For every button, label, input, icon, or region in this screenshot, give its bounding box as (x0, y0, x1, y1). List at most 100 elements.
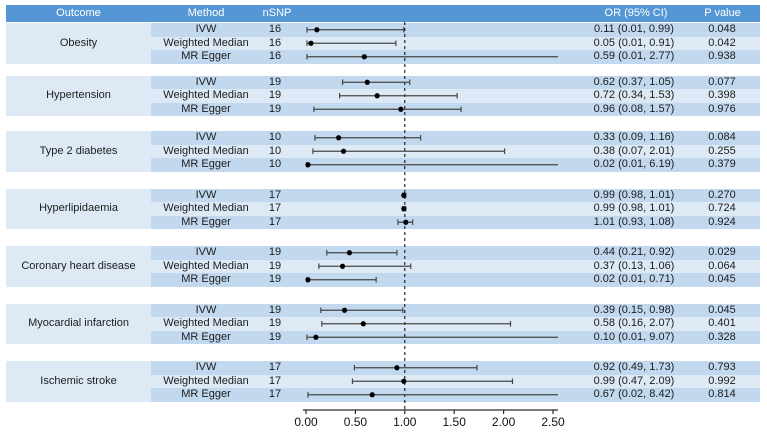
nsnp-value: 19 (268, 259, 282, 272)
outcome-cell (6, 75, 151, 116)
header-bar (6, 5, 760, 22)
p-value: 0.084 (708, 131, 736, 143)
method-label: IVW (195, 303, 217, 316)
method-label: Weighted Median (163, 259, 249, 272)
method-label: MR Egger (181, 50, 231, 62)
method-label: IVW (195, 131, 217, 143)
nsnp-value: 19 (268, 273, 282, 285)
outcome-cell (6, 131, 151, 172)
p-value: 0.938 (708, 50, 736, 62)
row-band (151, 202, 760, 216)
row-band (151, 23, 760, 37)
header-label-nsnp: nSNP (262, 7, 292, 19)
p-value: 0.924 (708, 215, 736, 228)
or-ci-value: 0.37 (0.13, 1.06) (593, 259, 675, 272)
nsnp-value: 19 (268, 246, 282, 258)
nsnp-value: 17 (268, 374, 282, 387)
method-label: Weighted Median (163, 317, 249, 329)
nsnp-value: 19 (268, 102, 282, 115)
or-ci-value: 0.92 (0.49, 1.73) (593, 361, 675, 373)
nsnp-value: 10 (268, 158, 282, 170)
method-label: Weighted Median (163, 89, 249, 101)
outcome-cell (6, 23, 151, 64)
p-value: 0.398 (708, 89, 736, 101)
method-label: Weighted Median (163, 374, 249, 387)
or-ci-value: 0.58 (0.16, 2.07) (593, 317, 675, 329)
p-value: 0.814 (708, 388, 736, 400)
row-band (151, 246, 760, 260)
outcome-cell (6, 188, 151, 229)
or-ci-value: 0.59 (0.01, 2.77) (593, 50, 675, 62)
row-band (151, 188, 760, 202)
method-label: MR Egger (181, 330, 231, 343)
p-value: 0.029 (708, 246, 736, 258)
method-label: IVW (195, 246, 217, 258)
or-ci-value: 0.38 (0.07, 2.01) (593, 144, 675, 157)
or-ci-value: 0.72 (0.34, 1.53) (593, 89, 675, 101)
p-value: 0.064 (708, 259, 736, 272)
p-value: 0.255 (708, 144, 736, 157)
or-ci-value: 0.10 (0.01, 9.07) (593, 330, 675, 343)
header-label-method: Method (187, 7, 225, 19)
outcome-label: Hypertension (46, 89, 111, 101)
method-label: IVW (195, 23, 217, 35)
header-label-outcome: Outcome (56, 7, 101, 19)
method-label: IVW (195, 361, 217, 373)
nsnp-value: 19 (268, 75, 282, 88)
x-axis-tick-label: 1.50 (443, 415, 467, 429)
row-band (151, 215, 760, 229)
x-axis-tick-label: 1.00 (393, 415, 417, 429)
or-ci-value: 0.33 (0.09, 1.16) (593, 131, 675, 143)
outcome-label: Ischemic stroke (40, 374, 117, 387)
or-ci-value: 0.99 (0.98, 1.01) (593, 188, 675, 201)
nsnp-value: 10 (268, 144, 282, 157)
row-band (151, 75, 760, 89)
outcome-cell (6, 246, 151, 287)
p-value: 0.077 (708, 75, 736, 88)
nsnp-value: 19 (268, 317, 282, 329)
nsnp-value: 10 (268, 131, 282, 143)
outcome-label: Obesity (59, 36, 98, 49)
outcome-cell (6, 303, 151, 344)
or-ci-value: 0.96 (0.08, 1.57) (593, 102, 675, 115)
nsnp-value: 16 (268, 36, 282, 49)
nsnp-value: 16 (268, 50, 282, 62)
nsnp-value: 16 (268, 23, 282, 35)
or-ci-value: 1.01 (0.93, 1.08) (593, 215, 675, 228)
method-label: MR Egger (181, 273, 231, 285)
nsnp-value: 17 (268, 215, 282, 228)
method-label: IVW (195, 75, 217, 88)
header-label-p-value: P value (704, 7, 741, 19)
x-axis-tick-label: 0.50 (344, 415, 368, 429)
p-value: 0.401 (708, 317, 736, 329)
p-value: 0.976 (708, 102, 736, 115)
method-label: Weighted Median (163, 202, 249, 214)
method-label: Weighted Median (163, 144, 249, 157)
p-value: 0.042 (708, 36, 736, 49)
p-value: 0.379 (708, 158, 736, 170)
x-axis-tick-label: 2.50 (541, 415, 565, 429)
p-value: 0.048 (708, 23, 736, 35)
or-ci-value: 0.99 (0.47, 2.09) (593, 374, 675, 387)
or-ci-value: 0.67 (0.02, 8.42) (593, 388, 675, 400)
outcome-label: Type 2 diabetes (39, 144, 118, 157)
nsnp-value: 19 (268, 330, 282, 343)
or-ci-value: 0.11 (0.01, 0.99) (594, 23, 674, 35)
or-ci-value: 0.62 (0.37, 1.05) (593, 75, 675, 88)
row-band (151, 131, 760, 145)
nsnp-value: 17 (268, 361, 282, 373)
p-value: 0.328 (708, 330, 736, 343)
row-band (151, 36, 760, 50)
p-value: 0.992 (708, 374, 736, 387)
method-label: MR Egger (181, 158, 231, 170)
outcome-label: Coronary heart disease (21, 259, 136, 272)
or-ci-value: 0.02 (0.01, 0.71) (593, 273, 675, 285)
method-label: Weighted Median (163, 36, 249, 49)
nsnp-value: 17 (268, 188, 282, 201)
method-label: MR Egger (181, 215, 231, 228)
nsnp-value: 17 (268, 202, 282, 214)
row-band (151, 273, 760, 287)
nsnp-value: 19 (268, 303, 282, 316)
method-label: IVW (195, 188, 217, 201)
